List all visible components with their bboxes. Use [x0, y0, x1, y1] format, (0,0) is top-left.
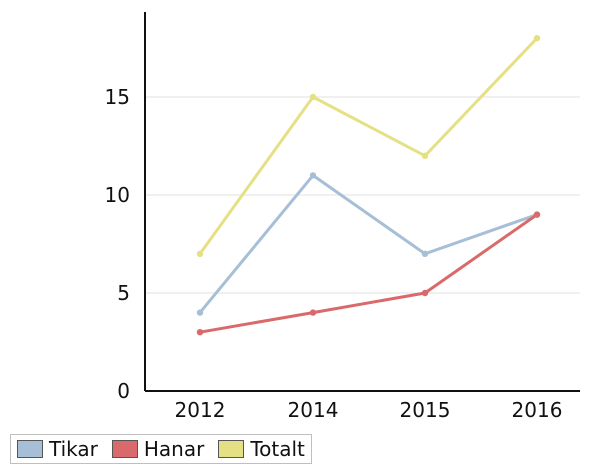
axes — [144, 12, 580, 392]
data-point-totalt-2014 — [309, 93, 317, 101]
x-tick-label-2014: 2014 — [288, 398, 339, 422]
data-point-tikar-2012 — [196, 309, 204, 316]
legend-swatch-tikar — [17, 440, 43, 458]
series-line-totalt — [198, 36, 539, 256]
legend: Tikar Hanar Totalt — [10, 434, 312, 464]
legend-swatch-totalt — [218, 440, 245, 458]
y-tick-label-10: 10 — [105, 183, 130, 207]
data-point-tikar-2014 — [309, 172, 317, 179]
y-tick-label-0: 0 — [117, 379, 130, 403]
legend-label-hanar: Hanar — [143, 437, 205, 461]
gridlines — [145, 96, 580, 294]
data-point-hanar-2016 — [533, 211, 541, 218]
legend-swatch-hanar — [111, 440, 138, 458]
legend-item-tikar: Tikar — [17, 439, 98, 459]
data-point-hanar-2012 — [196, 329, 204, 336]
y-tick-label-15: 15 — [105, 85, 130, 109]
series-line-tikar — [198, 173, 539, 315]
data-point-tikar-2015 — [421, 250, 429, 257]
data-point-totalt-2012 — [196, 250, 204, 257]
legend-label-totalt: Totalt — [250, 437, 305, 461]
data-point-totalt-2015 — [421, 152, 429, 159]
y-tick-label-5: 5 — [117, 281, 130, 305]
legend-label-tikar: Tikar — [49, 437, 98, 461]
series-line-hanar — [198, 213, 539, 334]
tick-labels: 0 5 10 15 2012 2014 2015 2016 — [105, 85, 563, 422]
x-tick-label-2015: 2015 — [400, 398, 451, 422]
legend-item-totalt: Totalt — [218, 439, 305, 459]
series-lines — [196, 35, 541, 336]
legend-item-hanar: Hanar — [111, 437, 205, 461]
data-point-hanar-2015 — [421, 289, 429, 297]
data-point-hanar-2014 — [309, 309, 317, 316]
x-tick-label-2012: 2012 — [175, 398, 226, 422]
x-tick-label-2016: 2016 — [512, 398, 563, 422]
data-point-totalt-2016 — [533, 35, 541, 42]
